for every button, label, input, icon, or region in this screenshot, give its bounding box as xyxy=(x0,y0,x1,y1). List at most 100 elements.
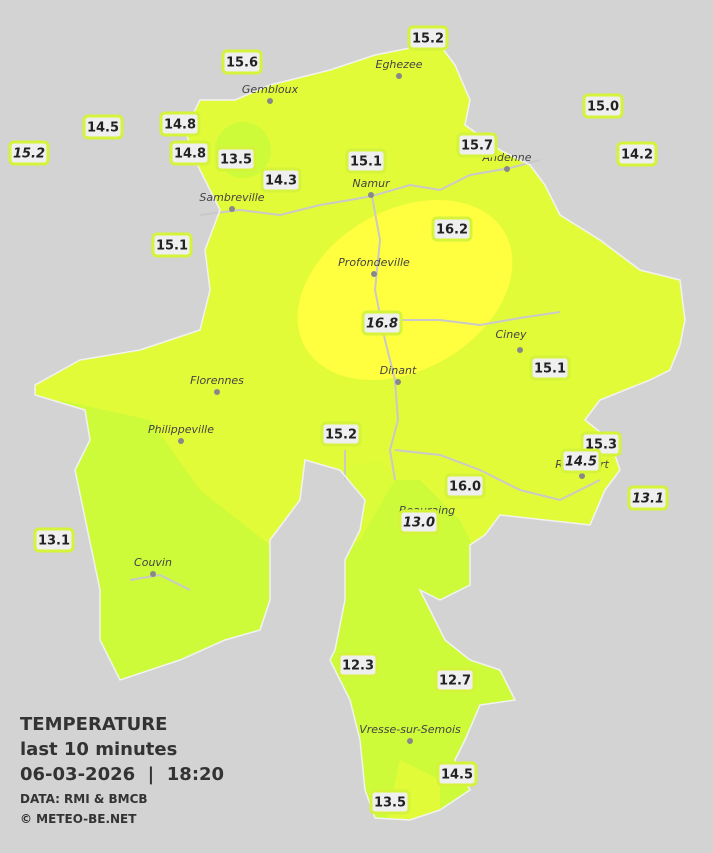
station-box xyxy=(582,93,624,119)
city-dot xyxy=(395,379,401,385)
station-value: 15.1 xyxy=(534,362,566,377)
warm-zone xyxy=(297,199,513,381)
station-box xyxy=(260,167,302,193)
station: 15.6 xyxy=(221,49,263,75)
city-dot xyxy=(504,166,510,172)
station-value: 13.5 xyxy=(374,796,406,811)
station-value: 14.3 xyxy=(265,174,297,189)
station-value: 14.5 xyxy=(565,455,597,470)
station-value: 12.7 xyxy=(439,674,471,689)
station-box xyxy=(444,473,486,499)
city-label: Vresse-sur-Semois xyxy=(359,723,461,736)
station: 12.3 xyxy=(337,652,379,678)
city-dot xyxy=(517,347,523,353)
station-box xyxy=(337,652,379,678)
station-value: 13.5 xyxy=(220,153,252,168)
station: 13.1 xyxy=(627,485,669,511)
station-value: 12.3 xyxy=(342,659,374,674)
station-value: 15.7 xyxy=(461,139,493,154)
station-value: 15.6 xyxy=(226,56,258,71)
station: 16.2 xyxy=(431,216,473,242)
city-label: Dinant xyxy=(380,364,417,377)
city-label: Gembloux xyxy=(242,83,299,96)
station-value: 16.2 xyxy=(436,223,468,238)
station: 12.7 xyxy=(434,667,476,693)
city-label: Eghezee xyxy=(376,58,423,71)
station-value: 15.1 xyxy=(350,155,382,170)
city-dot xyxy=(178,438,184,444)
station-box xyxy=(8,140,50,166)
station-value: 16.0 xyxy=(449,480,481,495)
city-label: Ciney xyxy=(496,328,527,341)
station-value: 14.8 xyxy=(164,118,196,133)
station: 15.1 xyxy=(345,148,387,174)
station-box xyxy=(407,25,449,51)
station: 14.8 xyxy=(159,111,201,137)
station: 13.0 xyxy=(398,509,440,535)
station-box xyxy=(169,140,211,166)
station-box xyxy=(361,310,403,336)
city-dot xyxy=(229,206,235,212)
city-label: Philippeville xyxy=(148,423,214,436)
station-box xyxy=(436,761,478,787)
legend-source: DATA: RMI & BMCB xyxy=(20,792,148,806)
station-box xyxy=(215,146,257,172)
station: 14.5 xyxy=(82,114,124,140)
station: 14.3 xyxy=(260,167,302,193)
station-box xyxy=(159,111,201,137)
station-value: 15.1 xyxy=(156,239,188,254)
station-box xyxy=(82,114,124,140)
legend-title: TEMPERATURE xyxy=(20,714,167,735)
station-box xyxy=(221,49,263,75)
station-box xyxy=(529,355,571,381)
station-box xyxy=(33,527,75,553)
station-box xyxy=(434,667,476,693)
city-label: Profondeville xyxy=(338,256,410,269)
station: 13.1 xyxy=(33,527,75,553)
legend: TEMPERATURE last 10 minutes 06-03-2026 |… xyxy=(20,714,224,826)
city-label: Couvin xyxy=(134,556,172,569)
station: 14.8 xyxy=(169,140,211,166)
station-box xyxy=(627,485,669,511)
station-value: 13.1 xyxy=(38,534,70,549)
station-box xyxy=(398,509,440,535)
city-dot xyxy=(368,192,374,198)
city-dot xyxy=(214,389,220,395)
legend-datetime: 06-03-2026 | 18:20 xyxy=(20,764,224,785)
station: 15.1 xyxy=(151,232,193,258)
station-box xyxy=(345,148,387,174)
station: 14.5 xyxy=(560,448,602,474)
station: 14.5 xyxy=(436,761,478,787)
station-value: 15.2 xyxy=(412,32,444,47)
station-box xyxy=(369,789,411,815)
station: 14.2 xyxy=(616,141,658,167)
station-box xyxy=(431,216,473,242)
legend-copyright: © METEO-BE.NET xyxy=(20,812,137,826)
station: 15.7 xyxy=(456,132,498,158)
station-value: 14.8 xyxy=(174,147,206,162)
station-box xyxy=(560,448,602,474)
city-dot xyxy=(267,98,273,104)
city-label: Namur xyxy=(352,177,391,190)
stations: 15.2 15.6 15.0 14.5 14.8 15.2 14.8 13.5 14.2 15.7… xyxy=(8,25,669,815)
station-box xyxy=(456,132,498,158)
station: 15.2 xyxy=(8,140,50,166)
station-value: 14.5 xyxy=(441,768,473,783)
city-label: Sambreville xyxy=(199,191,264,204)
station: 15.1 xyxy=(529,355,571,381)
station-value: 15.0 xyxy=(587,100,619,115)
city-dot xyxy=(150,571,156,577)
legend-subtitle: last 10 minutes xyxy=(20,739,177,760)
station: 13.5 xyxy=(369,789,411,815)
station-value: 15.2 xyxy=(325,428,357,443)
station: 15.0 xyxy=(582,93,624,119)
station-value: 14.2 xyxy=(621,148,653,163)
city-dot xyxy=(407,738,413,744)
station-value: 14.5 xyxy=(87,121,119,136)
station-box xyxy=(151,232,193,258)
station-box xyxy=(616,141,658,167)
station-value: 13.1 xyxy=(632,492,664,507)
station-box xyxy=(320,421,362,447)
station: 16.8 xyxy=(361,310,403,336)
